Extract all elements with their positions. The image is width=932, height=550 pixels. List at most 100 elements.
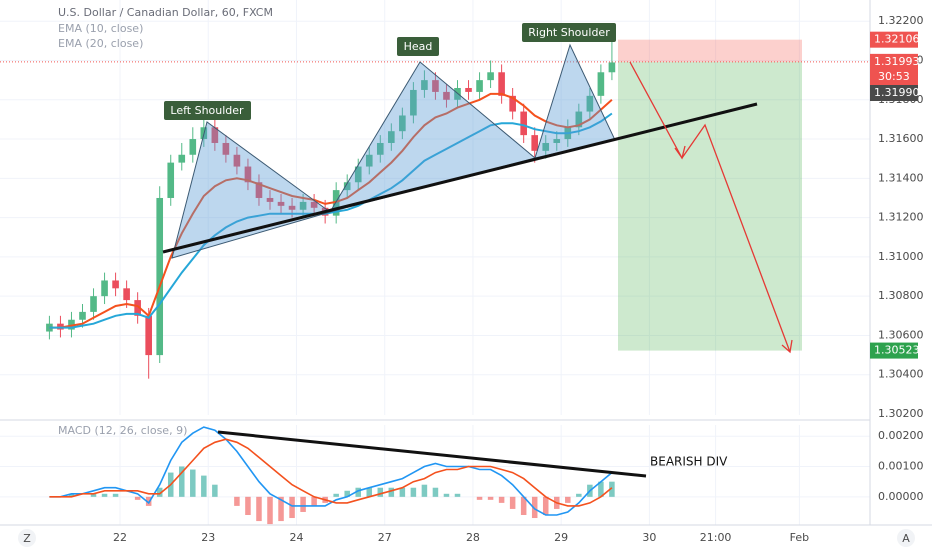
candle-body: [156, 197, 164, 356]
histogram-bar: [454, 493, 461, 497]
countdown: 30:53: [878, 70, 910, 83]
candle-body: [520, 111, 527, 136]
histogram-bar: [245, 496, 251, 515]
x-tick-label: 27: [378, 531, 392, 544]
histogram-bar: [267, 496, 273, 525]
y-tick-label: 1.31000: [878, 250, 924, 263]
histogram-bar: [355, 487, 361, 497]
candle-body: [531, 135, 539, 151]
histogram-bar: [333, 493, 339, 497]
price-tag: [870, 85, 918, 101]
histogram-bar: [68, 493, 75, 497]
histogram-bar: [476, 496, 483, 500]
candle-body: [575, 111, 583, 128]
histogram-bar: [145, 496, 152, 506]
y-tick-label: 1.31400: [878, 171, 924, 184]
y-tick-label: 1.30600: [878, 328, 924, 341]
histogram-bar: [156, 487, 163, 497]
histogram-bar: [542, 496, 549, 515]
histogram-bar: [421, 484, 428, 497]
histogram-bar: [90, 493, 97, 497]
candle-body: [376, 142, 384, 155]
histogram-bar: [234, 496, 240, 506]
zoom-button[interactable]: [18, 529, 36, 547]
y-tick-label: 1.31200: [878, 211, 924, 224]
toolbar-label[interactable]: A: [902, 532, 910, 545]
toolbar-label[interactable]: Z: [23, 532, 31, 545]
histogram-bar: [520, 496, 527, 515]
projection-arrow: [629, 61, 791, 353]
countdown-tag: [870, 69, 918, 85]
candle-body: [222, 142, 230, 155]
y-tick-label: 1.30200: [878, 407, 924, 420]
histogram-bar: [289, 496, 295, 519]
histogram-bar: [388, 487, 395, 497]
chart-title: U.S. Dollar / Canadian Dollar, 60, FXCM: [58, 6, 273, 19]
candle-body: [343, 182, 351, 191]
pattern-label: Head: [404, 40, 433, 53]
ema-line: [49, 112, 613, 329]
candle-body: [299, 201, 307, 210]
left-shoulder-shape: [171, 121, 332, 259]
histogram-bar: [190, 469, 196, 497]
price-tag: [870, 31, 918, 48]
candle-body: [255, 182, 263, 198]
candle-body: [79, 311, 86, 320]
histogram-bar: [344, 490, 350, 497]
histogram-bar: [509, 496, 516, 509]
histogram-bar: [399, 487, 406, 497]
price-tag-label: 1.32106: [874, 33, 920, 46]
histogram-bar: [300, 496, 306, 512]
candle-body: [597, 72, 605, 96]
divergence-line: [217, 430, 647, 478]
candle-body: [399, 115, 406, 132]
ema-line: [49, 92, 613, 329]
candle-body: [553, 139, 561, 143]
y-tick-label: 1.31600: [878, 132, 924, 145]
arrow-head: [781, 339, 793, 354]
histogram-bar: [410, 487, 417, 497]
candle-body: [112, 280, 119, 289]
candle-body: [388, 131, 395, 143]
candle-body: [465, 87, 472, 92]
histogram-bar: [531, 496, 538, 519]
legend-entry: MACD (12, 26, close, 9): [58, 424, 187, 437]
candle-body: [432, 80, 439, 92]
x-tick-label: 21:00: [700, 531, 732, 544]
candle-body: [586, 95, 594, 112]
auto-scale-button[interactable]: [897, 529, 915, 547]
candle-body: [509, 95, 516, 112]
target-zone: [618, 61, 802, 351]
x-tick-label: 23: [201, 531, 215, 544]
candle-body: [288, 205, 296, 210]
candle-body: [123, 288, 130, 301]
y-tick-label: 1.30800: [878, 289, 924, 302]
candle-body: [211, 127, 219, 143]
histogram-bar: [498, 496, 505, 503]
histogram-bar: [278, 496, 284, 522]
price-tag-label: 1.31990: [874, 86, 920, 99]
candle-body: [189, 139, 197, 155]
histogram-bar: [101, 493, 108, 497]
price-tag: [870, 53, 918, 70]
candle-body: [167, 162, 175, 198]
label-box: [164, 101, 251, 120]
histogram-bar: [201, 475, 207, 497]
pattern-label: Left Shoulder: [170, 104, 244, 117]
pattern-label: Right Shoulder: [528, 26, 610, 39]
price-tag-label: 1.31993: [874, 55, 920, 68]
candle-body: [487, 72, 494, 81]
candle-body: [101, 280, 108, 297]
x-tick-label: 22: [113, 531, 127, 544]
neckline: [162, 102, 758, 254]
histogram-bar: [598, 481, 604, 497]
x-tick-label: 24: [289, 531, 303, 544]
histogram-bar: [432, 487, 439, 497]
candle-body: [365, 154, 373, 167]
histogram-bar: [112, 493, 119, 497]
histogram-bar: [487, 496, 494, 500]
price-tag: [870, 342, 918, 359]
annotation: BEARISH DIV: [650, 455, 728, 469]
histogram-bar: [256, 496, 262, 522]
